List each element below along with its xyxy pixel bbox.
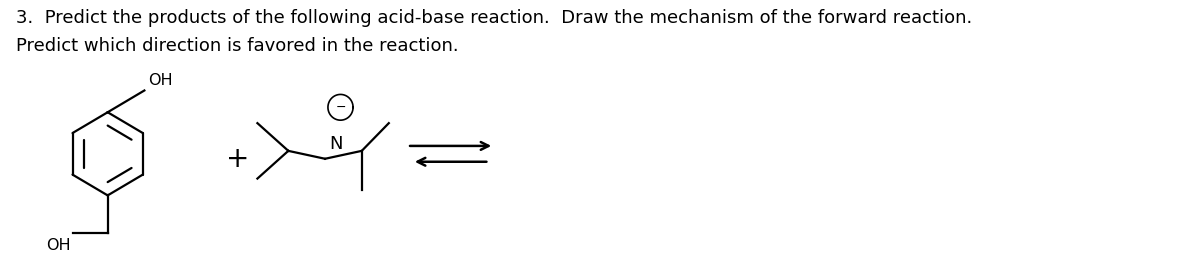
- Text: OH: OH: [47, 238, 71, 253]
- Text: +: +: [227, 145, 250, 173]
- Text: OH: OH: [149, 73, 173, 89]
- Text: 3.  Predict the products of the following acid-base reaction.  Draw the mechanis: 3. Predict the products of the following…: [16, 9, 972, 27]
- Text: N: N: [329, 135, 342, 153]
- Text: −: −: [335, 101, 346, 114]
- Text: Predict which direction is favored in the reaction.: Predict which direction is favored in th…: [16, 37, 458, 55]
